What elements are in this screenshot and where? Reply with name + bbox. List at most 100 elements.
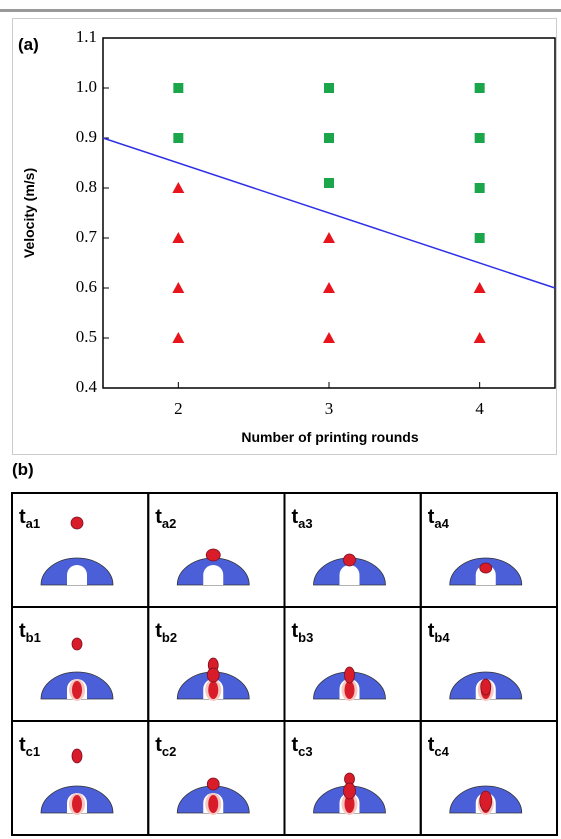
y-tick-label: 0.8: [76, 177, 97, 196]
droplet: [206, 667, 220, 683]
droplet: [206, 777, 220, 791]
point: [474, 183, 485, 193]
cell-label-sub: a1: [26, 516, 40, 531]
cell: [419, 720, 558, 836]
cell-label: ta3: [292, 506, 313, 531]
cell-label: tc3: [292, 734, 313, 759]
cell-label-sub: a3: [298, 516, 312, 531]
cell: [419, 492, 558, 608]
hole: [339, 565, 360, 585]
y-axis-label: Velocity (m/s): [21, 168, 37, 258]
filled-ink: [208, 681, 219, 699]
point: [172, 282, 185, 293]
cell-label-main: t: [19, 506, 26, 528]
cell: [11, 492, 150, 608]
y-tick-label: 0.4: [76, 377, 98, 396]
filled-ink: [208, 795, 219, 813]
cell-label-main: t: [155, 620, 162, 642]
cell-label-sub: b3: [298, 630, 313, 645]
y-tick-label: 1.1: [76, 27, 97, 46]
cell-label-sub: b1: [26, 630, 41, 645]
droplet: [71, 637, 83, 651]
point: [172, 332, 185, 343]
cell-label: tb1: [19, 620, 41, 645]
cell-label-sub: a4: [434, 516, 449, 531]
cell-label-sub: a2: [162, 516, 176, 531]
droplet: [205, 548, 221, 562]
hole: [67, 565, 87, 585]
cell-label-main: t: [292, 506, 299, 528]
x-tick-label: 3: [325, 399, 334, 418]
cell-label-sub: b2: [162, 630, 177, 645]
x-tick-label: 4: [475, 399, 484, 418]
cell-label: ta1: [19, 506, 40, 531]
cell-label: tc4: [428, 734, 450, 759]
droplet: [71, 748, 83, 764]
cell-label-main: t: [428, 734, 435, 756]
droplet: [479, 790, 493, 812]
filled-ink: [72, 795, 82, 813]
point: [172, 232, 185, 243]
point: [323, 282, 335, 293]
cell-label-main: t: [155, 506, 162, 528]
panel-a-border: [12, 18, 557, 455]
cell-label: tb3: [292, 620, 314, 645]
cell-label: ta2: [155, 506, 176, 531]
droplet: [344, 666, 355, 684]
point: [173, 83, 184, 93]
cell: [11, 606, 150, 722]
point: [473, 332, 486, 343]
point: [474, 233, 485, 243]
point: [324, 133, 334, 143]
cell-label-main: t: [19, 620, 26, 642]
droplet: [343, 553, 356, 567]
droplet: [70, 516, 84, 530]
point: [173, 133, 184, 143]
droplet: [479, 562, 493, 574]
cell-label-main: t: [292, 734, 299, 756]
y-tick-label: 1.0: [76, 77, 97, 96]
hole: [203, 565, 224, 585]
cell-label-main: t: [292, 620, 299, 642]
droplet: [343, 782, 356, 800]
cell-label: tc1: [19, 734, 40, 759]
panel-label: (b): [12, 460, 34, 479]
y-tick-label: 0.9: [76, 127, 97, 146]
point: [324, 178, 334, 188]
panel-label: (a): [18, 35, 39, 54]
cell-label: tb2: [155, 620, 177, 645]
point: [172, 182, 185, 193]
point: [473, 282, 486, 293]
cell-label: tb4: [428, 620, 451, 645]
point: [474, 83, 485, 93]
point: [323, 332, 335, 343]
point: [324, 83, 334, 93]
filled-ink: [344, 681, 355, 699]
cell-label-main: t: [155, 734, 162, 756]
filled-ink: [72, 681, 82, 699]
filled-ink: [344, 795, 355, 813]
y-tick-label: 0.7: [76, 227, 98, 246]
droplet: [480, 678, 492, 696]
cell: [419, 606, 558, 722]
line: [102, 137, 556, 289]
x-axis-label: Number of printing rounds: [241, 429, 419, 445]
cell-label-sub: b4: [434, 630, 450, 645]
cell-label-main: t: [428, 506, 435, 528]
cell-label-main: t: [19, 734, 26, 756]
cell-label-sub: c4: [434, 744, 449, 759]
top-rule: [0, 9, 561, 12]
cell-label-main: t: [428, 620, 435, 642]
cell: [283, 492, 422, 608]
cell: [147, 720, 286, 836]
cell-label: tc2: [155, 734, 176, 759]
point: [323, 232, 335, 243]
cell: [283, 606, 422, 722]
cell: [11, 720, 150, 836]
cell-label-sub: c3: [298, 744, 312, 759]
y-tick-label: 0.5: [76, 327, 97, 346]
y-tick-label: 0.6: [76, 277, 97, 296]
x-tick-label: 2: [174, 399, 183, 418]
cell-label: ta4: [428, 506, 450, 531]
